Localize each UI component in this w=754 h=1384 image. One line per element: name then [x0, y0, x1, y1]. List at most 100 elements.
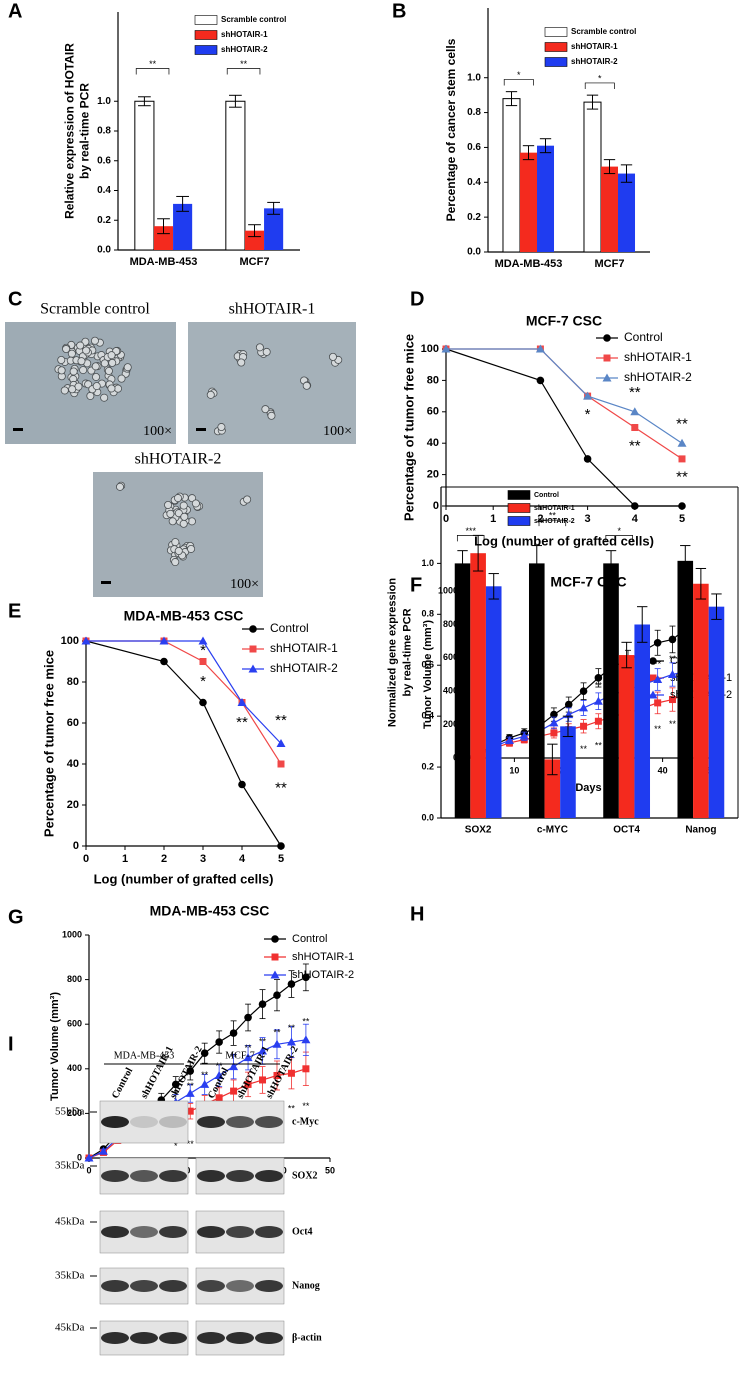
cell [100, 393, 109, 402]
blot-band [226, 1116, 254, 1128]
x-tick-label: 40 [658, 765, 668, 775]
bar [225, 100, 246, 251]
cell [171, 538, 180, 547]
x-tick-label: 0 [83, 853, 89, 865]
marker [200, 1079, 210, 1088]
blot-marker: 45kDa [55, 1216, 84, 1228]
annotation: ** [288, 1023, 296, 1033]
marker [594, 717, 602, 725]
panel-label: I [8, 1033, 14, 1055]
marker [244, 1080, 252, 1088]
marker [441, 344, 451, 353]
cell [107, 384, 116, 393]
blot-protein: Nanog [292, 1280, 320, 1291]
y-tick-label: 0.0 [421, 812, 434, 822]
blot-band [159, 1170, 187, 1182]
blot-band [130, 1280, 158, 1292]
panel-label: G [8, 906, 24, 928]
annotation: * [174, 1141, 178, 1151]
error-bar [711, 593, 722, 620]
cell [57, 366, 66, 375]
annotation: ** [201, 1070, 209, 1080]
marker [98, 1146, 108, 1155]
legend-label: shHOTAIR-1 [270, 641, 338, 655]
marker [648, 690, 658, 699]
marker [668, 696, 676, 704]
y-tick-label: 80 [427, 374, 439, 386]
marker [271, 935, 279, 943]
cell [217, 423, 226, 432]
cell [92, 372, 101, 381]
marker [287, 980, 296, 988]
blot-band [159, 1116, 187, 1128]
panel-label: B [392, 0, 406, 22]
panel-label: H [410, 903, 424, 925]
bar [708, 606, 725, 818]
blot-band [197, 1226, 225, 1238]
annotation-bracket [456, 535, 485, 542]
error-bar [229, 94, 242, 108]
blot-band [101, 1170, 129, 1182]
blot-band [255, 1280, 283, 1292]
y-tick-label: 600 [443, 652, 458, 662]
annotation: ** [580, 744, 588, 754]
bar [173, 203, 193, 250]
y-tick-label: 100 [421, 343, 439, 355]
y-tick-label: 0.6 [467, 142, 481, 153]
blot-band [226, 1280, 254, 1292]
cell [60, 386, 69, 395]
marker [536, 376, 545, 385]
annotation: ** [302, 1101, 310, 1111]
error-bar [457, 550, 468, 577]
bar [600, 166, 619, 252]
cell [243, 495, 252, 504]
y-tick-label: 800 [67, 974, 82, 984]
y-axis-label: by real-time PCR [78, 83, 92, 179]
x-tick-label: 2 [537, 513, 543, 525]
error-bar [603, 159, 616, 175]
marker [302, 1065, 310, 1073]
marker [230, 1087, 238, 1095]
marker [594, 674, 603, 682]
bar [603, 563, 619, 818]
marker [273, 1071, 281, 1079]
annotation-bracket [538, 519, 567, 527]
error-bar [505, 91, 518, 107]
annotation: ** [187, 1139, 195, 1149]
marker [564, 700, 573, 709]
cell [267, 411, 276, 420]
blot-band [130, 1170, 158, 1182]
annotation: ** [273, 1027, 281, 1037]
marker [186, 1067, 195, 1075]
y-tick-label: 0.0 [467, 247, 481, 258]
error-bar [620, 164, 633, 183]
cell [166, 509, 175, 518]
marker [81, 636, 91, 645]
legend-label: shHOTAIR-2 [292, 969, 354, 981]
scale-bar [13, 428, 23, 431]
cell [91, 362, 100, 371]
annotation-bracket [135, 68, 170, 75]
marker [259, 1076, 267, 1084]
y-tick-label: 400 [67, 1063, 82, 1073]
cell [187, 544, 196, 553]
marker [258, 1046, 268, 1055]
legend-swatch [194, 45, 218, 55]
y-axis-label: Tumor Volume (mm³) [49, 992, 61, 1101]
error-bar [176, 195, 189, 212]
marker [287, 1069, 295, 1077]
x-tick-label: 4 [632, 513, 639, 525]
micrographs [5, 322, 356, 597]
y-tick-label: 0.8 [467, 107, 481, 118]
legend-label: Scramble control [221, 15, 286, 24]
blot-band [101, 1332, 129, 1344]
y-tick-label: 800 [443, 619, 458, 629]
y-axis-label: by real-time PCR [401, 608, 413, 696]
y-tick-label: 80 [67, 676, 79, 688]
y-tick-label: 0.2 [467, 212, 481, 223]
cell [116, 482, 125, 491]
cell [179, 519, 188, 528]
bar [264, 208, 284, 250]
blot-band [159, 1226, 187, 1238]
